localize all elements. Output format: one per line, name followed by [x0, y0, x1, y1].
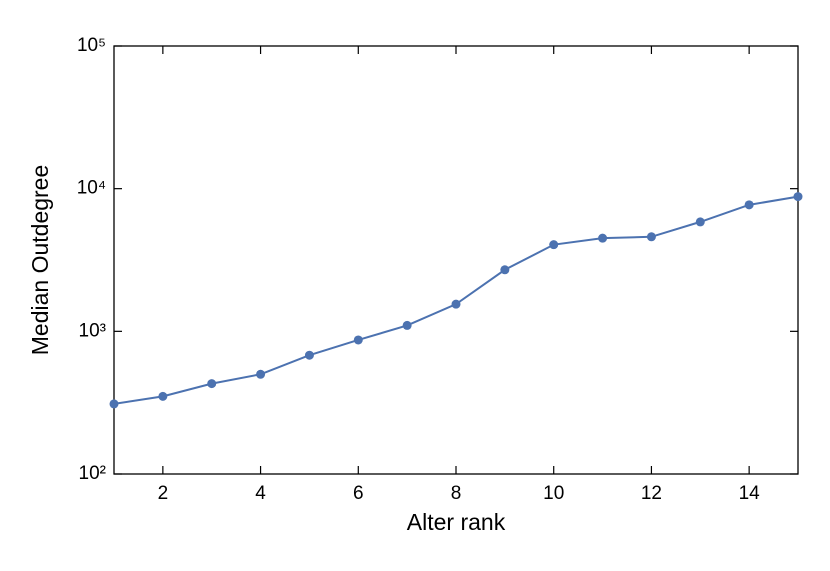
plot-frame [113, 45, 799, 475]
y-tick-label: 10² [79, 463, 106, 484]
marker [207, 379, 217, 389]
marker [451, 299, 461, 309]
marker [304, 350, 314, 360]
y-tick-label: 10⁵ [77, 35, 106, 56]
x-tick-label: 14 [739, 483, 761, 504]
x-tick-label: 4 [255, 483, 266, 504]
x-tick-label: 6 [353, 483, 364, 504]
marker [695, 217, 705, 227]
marker [353, 335, 363, 345]
marker [598, 233, 608, 243]
marker [158, 391, 168, 401]
x-axis-label: Alter rank [407, 509, 506, 535]
marker [549, 240, 559, 250]
marker [109, 399, 119, 409]
x-tick-label: 8 [451, 483, 462, 504]
x-tick-label: 12 [641, 483, 662, 504]
x-tick-label: 10 [543, 483, 564, 504]
marker [256, 369, 266, 379]
marker [793, 192, 803, 202]
y-tick-label: 10⁴ [77, 178, 106, 199]
marker [646, 232, 656, 242]
marker [500, 265, 510, 275]
y-axis-label: Median Outdegree [27, 165, 53, 356]
marker [744, 200, 754, 210]
x-tick-label: 2 [158, 483, 169, 504]
y-tick-label: 10³ [79, 320, 106, 341]
marker [402, 320, 412, 330]
